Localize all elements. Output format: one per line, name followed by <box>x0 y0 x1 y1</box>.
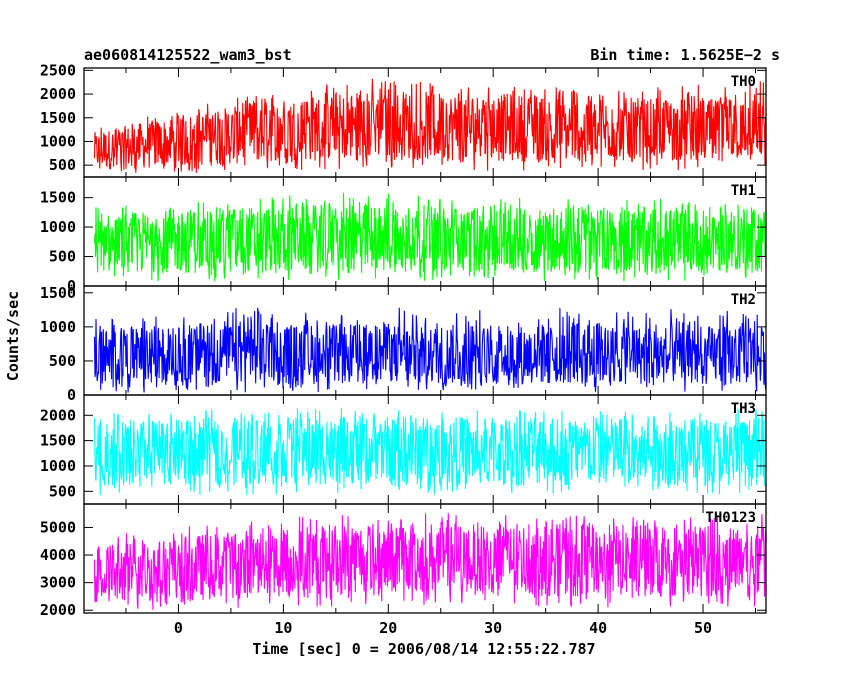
y-tick-label: 5000 <box>40 518 76 536</box>
x-tick-label: 50 <box>694 619 712 637</box>
y-tick-label: 500 <box>49 156 76 174</box>
y-tick-label: 1000 <box>40 318 76 336</box>
panel-th3: 500 1000 1500 2000 TH3 <box>40 394 767 505</box>
panel-label: TH0 <box>731 74 756 90</box>
y-tick-label: 0 <box>67 386 76 404</box>
y-tick-label: 500 <box>49 248 76 266</box>
y-tick-label: 4000 <box>40 546 76 564</box>
y-tick-label: 1500 <box>40 432 76 450</box>
x-tick-label: 20 <box>379 619 397 637</box>
panel-th0123: 2000 3000 4000 5000 0 10 20 30 40 50 TH0123 <box>40 503 767 637</box>
panel-label: TH3 <box>731 401 756 417</box>
y-tick-label: 1000 <box>40 218 76 236</box>
y-tick-label: 2000 <box>40 601 76 619</box>
x-tick-label: 40 <box>589 619 607 637</box>
series-line-th0123 <box>93 513 767 610</box>
y-tick-label: 500 <box>49 482 76 500</box>
bin-time-label: Bin time: 1.5625E−2 s <box>590 46 780 64</box>
panel-label: TH2 <box>731 292 756 308</box>
y-tick-label: 2000 <box>40 85 76 103</box>
x-tick-label: 30 <box>484 619 502 637</box>
x-axis-label: Time [sec] 0 = 2006/08/14 12:55:22.787 <box>252 640 595 658</box>
y-tick-label: 2500 <box>40 61 76 79</box>
panel-th0: 500 1000 1500 2000 2500 TH0 <box>40 61 767 178</box>
panel-frame <box>83 503 767 614</box>
x-tick-label: 0 <box>174 619 183 637</box>
y-tick-label: 1500 <box>40 109 76 127</box>
panel-label: TH0123 <box>705 510 756 526</box>
y-tick-label: 2000 <box>40 406 76 424</box>
series-line-th3 <box>93 407 767 496</box>
figure-title: ae060814125522_wam3_bst <box>84 46 292 64</box>
y-tick-label: 3000 <box>40 574 76 592</box>
y-tick-label: 1500 <box>40 284 76 302</box>
panel-label: TH1 <box>731 183 756 199</box>
y-tick-label: 1000 <box>40 457 76 475</box>
x-tick-label: 10 <box>274 619 292 637</box>
y-tick-label: 1000 <box>40 132 76 150</box>
y-tick-label: 1500 <box>40 189 76 207</box>
panel-th2: 0 500 1000 1500 TH2 <box>40 284 767 404</box>
y-tick-label: 0 <box>67 277 76 295</box>
y-tick-label: 500 <box>49 352 76 370</box>
series-line-th0 <box>93 78 767 174</box>
panel-th1: 0 500 1000 1500 TH1 <box>40 176 767 295</box>
y-axis-label: Counts/sec <box>4 291 22 381</box>
series-line-th1 <box>93 193 767 282</box>
series-line-th2 <box>93 307 767 393</box>
